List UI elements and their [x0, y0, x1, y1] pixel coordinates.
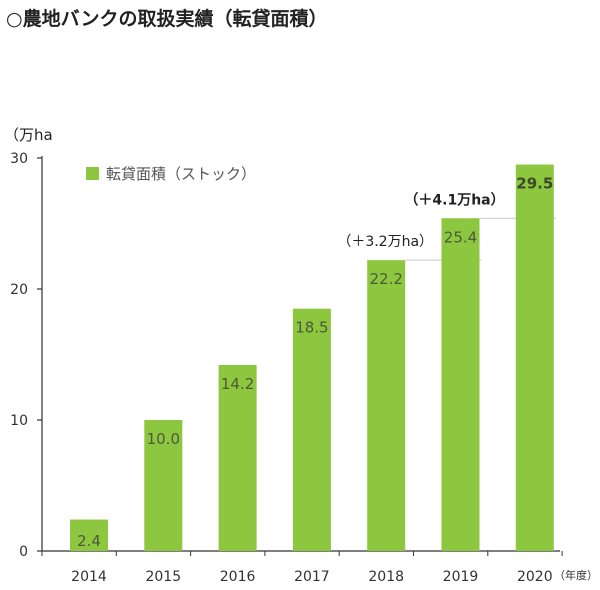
- x-tick-label: 2017: [294, 569, 330, 585]
- legend-swatch: [86, 167, 99, 180]
- bar-2014: [70, 519, 108, 551]
- legend-label: 転貸面積（ストック）: [106, 165, 256, 183]
- data-label-2019: 25.4: [444, 228, 477, 246]
- x-tick-label: 2019: [443, 569, 479, 585]
- increase-annotation: （＋4.1万ha）: [404, 192, 504, 208]
- legend: 転貸面積（ストック）: [86, 165, 256, 183]
- bar-2015: [144, 420, 183, 551]
- y-tick-label: 10: [10, 413, 28, 429]
- y-tick-label: 20: [10, 282, 28, 298]
- x-tick-label: 2018: [368, 569, 404, 585]
- y-tick-label: 30: [10, 151, 28, 167]
- x-tick-label: 2015: [145, 569, 181, 585]
- x-tick-label: 2014: [71, 569, 107, 585]
- data-label-2017: 18.5: [295, 319, 328, 337]
- x-unit-label: （年度）: [554, 568, 598, 582]
- bar-2016: [218, 364, 257, 551]
- bar-2018: [367, 260, 406, 551]
- y-unit-label: （万ha: [4, 126, 53, 144]
- chart-title: ○農地バンクの取扱実績（転貸面積）: [6, 8, 328, 30]
- y-tick-label: 0: [19, 544, 28, 560]
- data-label-2018: 22.2: [369, 270, 402, 288]
- bar-2017: [292, 308, 331, 551]
- data-label-2016: 14.2: [221, 375, 254, 393]
- increase-annotation: （＋3.2万ha）: [337, 234, 433, 250]
- data-label-2015: 10.0: [147, 430, 180, 448]
- bar-2019: [441, 218, 480, 551]
- data-label-2020: 29.5: [516, 175, 553, 193]
- bar-2020: [515, 164, 554, 552]
- x-tick-label: 2016: [220, 569, 256, 585]
- data-label-2014: 2.4: [77, 532, 101, 550]
- x-tick-label: 2020: [517, 569, 553, 585]
